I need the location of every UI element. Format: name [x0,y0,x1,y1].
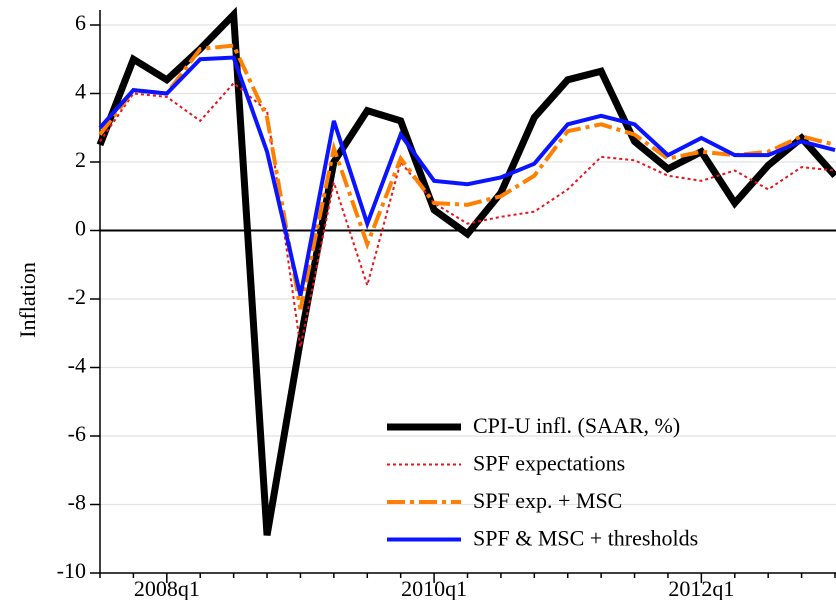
y-axis-label: Inflation [15,262,40,338]
y-tick-label: 0 [75,216,86,241]
y-tick-label: 2 [75,147,86,172]
legend-label: SPF expectations [473,451,625,476]
legend-label: SPF & MSC + thresholds [473,526,698,551]
legend-label: CPI-U infl. (SAAR, %) [473,413,680,438]
x-tick-label: 2012q1 [668,576,734,600]
y-tick-label: -6 [68,421,86,446]
y-tick-label: -4 [68,353,86,378]
series-line [96,6,836,536]
y-tick-label: -10 [57,558,86,583]
x-tick-label: 2008q1 [134,576,200,600]
series-line [98,55,836,297]
y-tick-label: 6 [75,10,86,35]
legend-label: SPF exp. + MSC [473,488,622,513]
series-line [98,43,836,310]
y-tick-label: 4 [75,79,86,104]
y-tick-label: -2 [68,284,86,309]
series-line [99,81,836,348]
x-tick-label: 2010q1 [401,576,467,600]
y-tick-label: -8 [68,490,86,515]
